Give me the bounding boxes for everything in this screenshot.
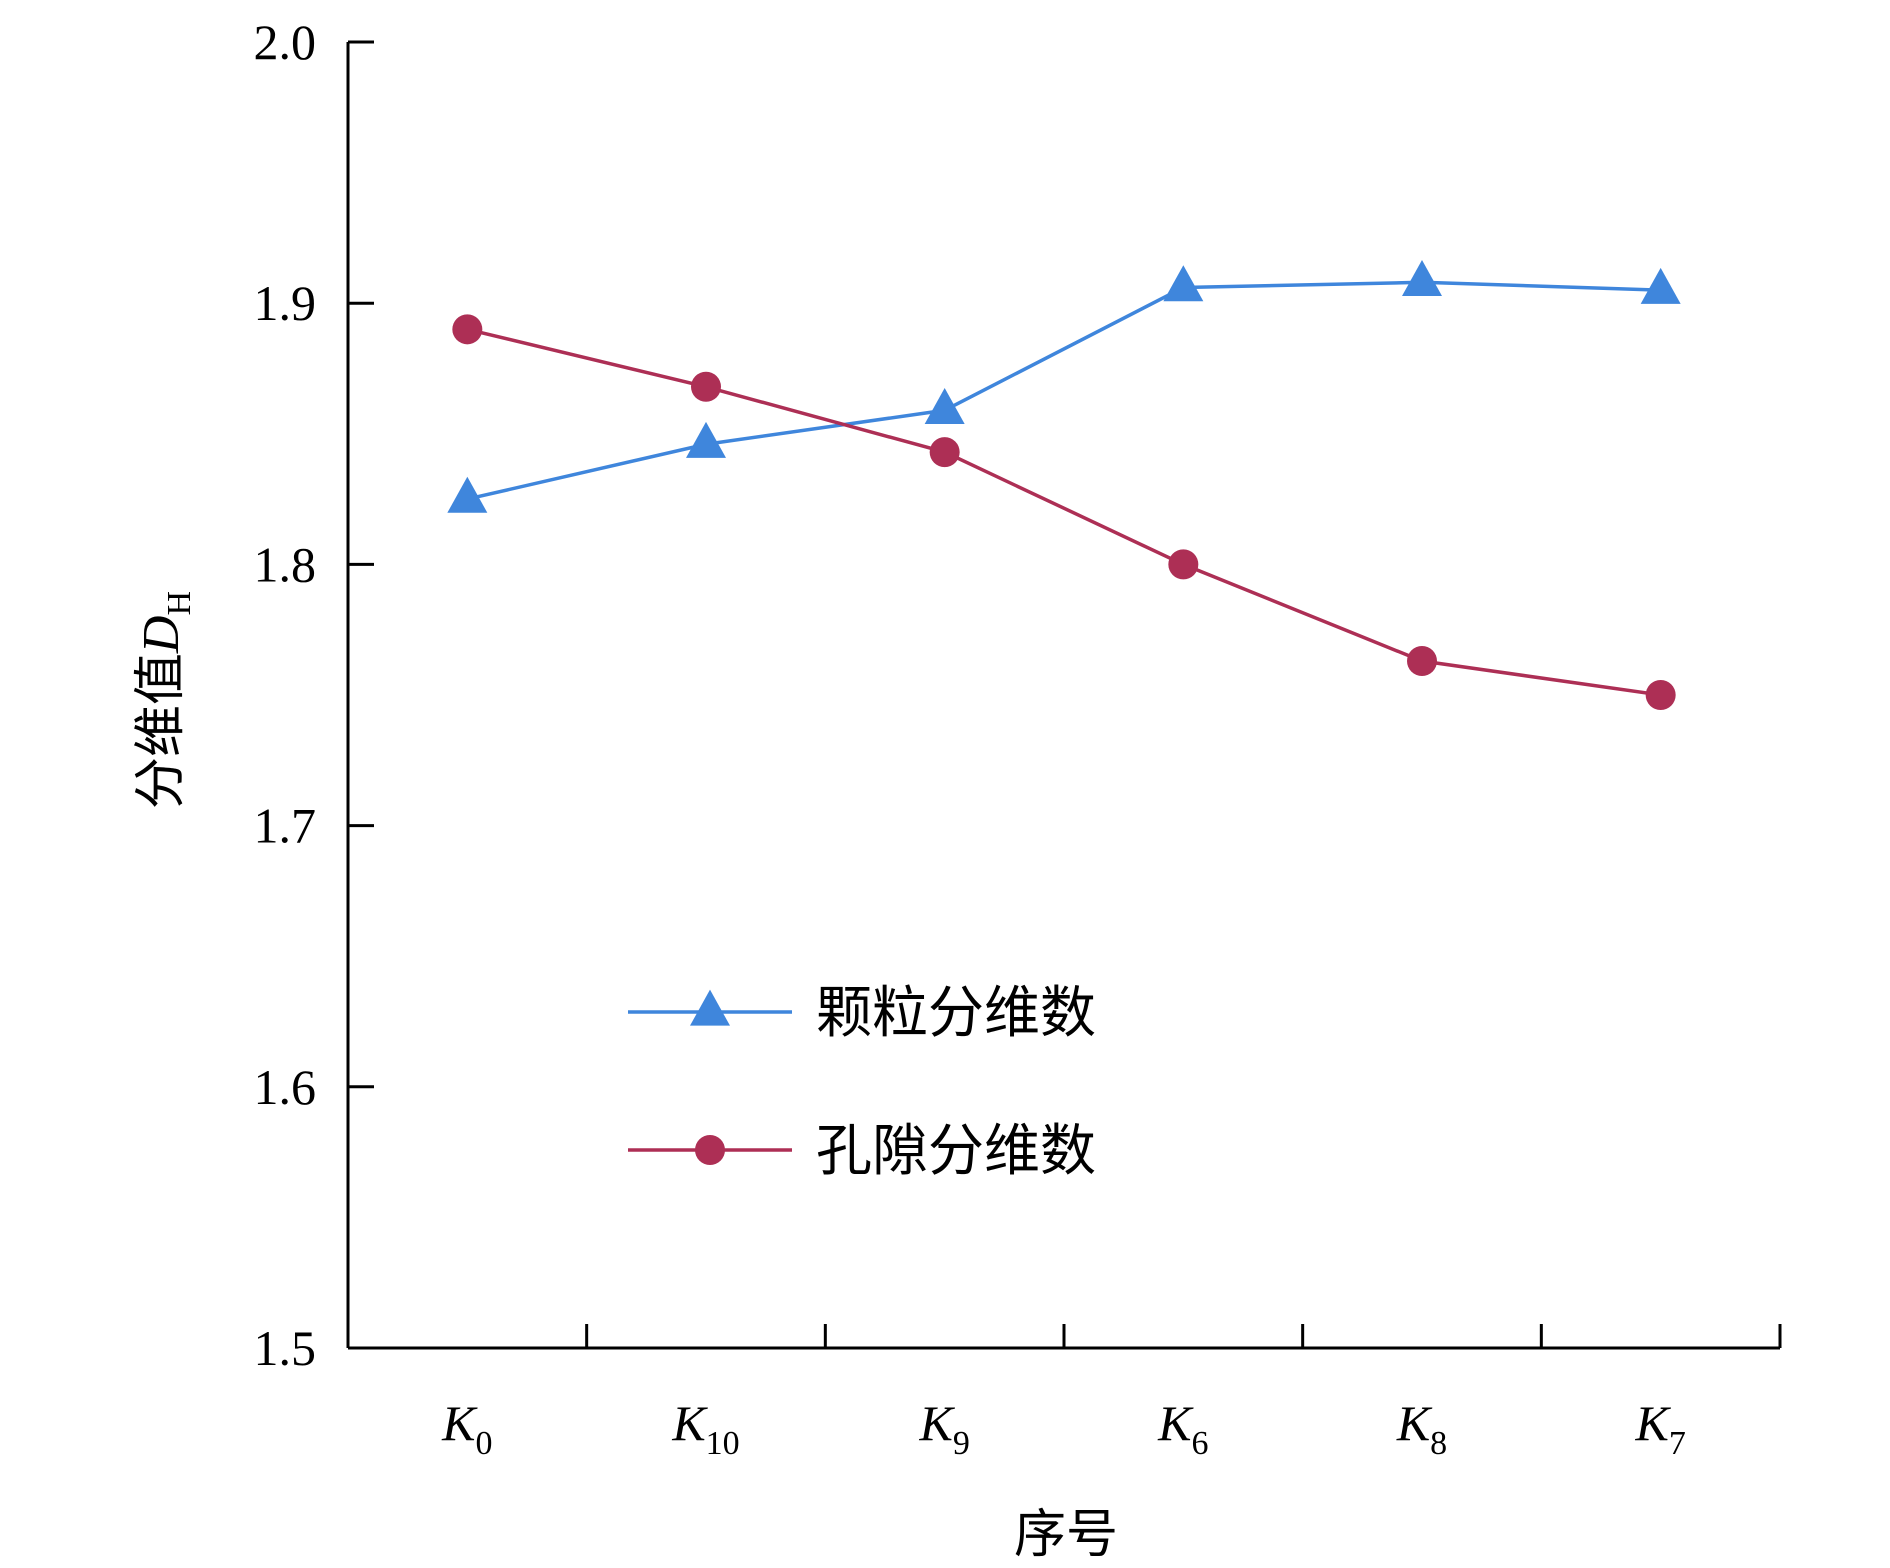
data-point-triangle [1402,259,1442,296]
y-tick-label: 1.6 [254,1059,317,1115]
series-2 [452,314,1676,710]
legend-label: 颗粒分维数 [816,983,1096,1045]
series-line [466,280,1661,501]
y-tick-label: 1.7 [254,798,317,854]
data-point-triangle [924,387,965,424]
data-point-circle [691,371,721,402]
legend-label: 孔隙分维数 [816,1121,1096,1183]
axes: 1.5 1.6 1.7 1.8 1.9 2.0 K0 K10 K9 K6 K8 K7 序号 分维值DH [133,14,1782,1564]
y-axis-title: 分维值DH [133,591,198,809]
data-point-triangle [447,476,488,513]
x-tick-label: K6 [1157,1395,1208,1462]
x-tick-label: K8 [1396,1395,1447,1462]
y-tick-label: 1.8 [254,536,317,592]
series-1 [447,259,1681,513]
data-point-circle [452,314,483,345]
legend-entry-1: 颗粒分维数 [628,983,1096,1045]
x-axis-title: 序号 [1014,1507,1118,1563]
series-layer [447,259,1681,710]
data-point-circle [1645,680,1676,710]
x-tick-label: K0 [441,1395,492,1462]
data-point-triangle [1163,265,1204,302]
y-tick-label: 2.0 [254,14,317,70]
legend-marker-triangle [690,989,730,1026]
legend-entry-2: 孔隙分维数 [628,1121,1096,1183]
series-line [466,327,1661,697]
y-tick-label: 1.5 [254,1320,317,1376]
legend-marker-circle [695,1135,725,1165]
data-point-circle [929,437,960,468]
data-point-circle [1407,646,1437,677]
data-point-circle [1168,549,1199,580]
data-point-triangle [686,421,726,458]
x-tick-label: K10 [671,1395,739,1462]
data-point-triangle [1640,267,1681,304]
x-tick-label: K9 [918,1395,969,1462]
y-tick-label: 1.9 [254,275,317,331]
x-tick-label: K7 [1634,1395,1685,1462]
